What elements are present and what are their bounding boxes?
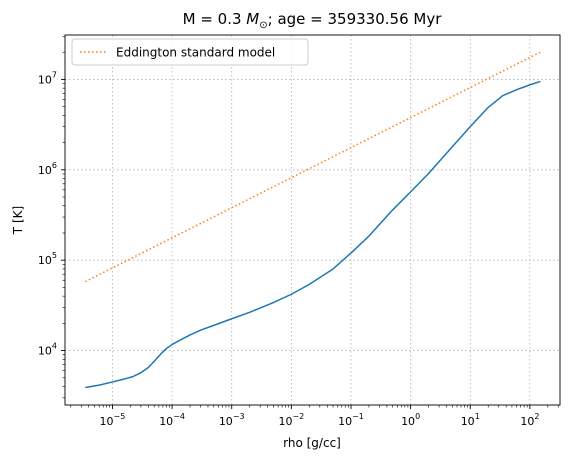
- x-tick-label: 100: [401, 412, 420, 428]
- eddington-standard-model-line: [84, 51, 541, 283]
- x-tick-label: 101: [461, 412, 480, 428]
- y-tick-label: 105: [38, 251, 57, 267]
- grid: [65, 35, 560, 405]
- legend-box: [71, 38, 309, 66]
- series-layer: [84, 51, 541, 389]
- legend-label-eddington: Eddington standard model: [116, 46, 275, 60]
- y-tick-label: 104: [38, 342, 57, 358]
- x-tick-label: 10−1: [338, 412, 364, 428]
- ticks: 10−5 10−4 10−3 10−2 10−1 100 101 102 104 105 106 10…: [38, 35, 559, 428]
- x-tick-label: 10−5: [100, 412, 126, 428]
- y-axis-label: T [K]: [11, 206, 25, 235]
- axes-frame: [64, 34, 561, 406]
- legend: Eddington standard model: [71, 38, 309, 66]
- temperature-density-profile-line: [85, 80, 541, 389]
- y-tick-label: 107: [38, 70, 57, 86]
- x-tick-label: 10−4: [159, 412, 185, 428]
- x-tick-label: 10−2: [278, 412, 304, 428]
- x-axis-label: rho [g/cc]: [283, 436, 341, 450]
- x-tick-label: 102: [520, 412, 539, 428]
- y-tick-label: 106: [38, 161, 57, 177]
- chart-title: M = 0.3 M⊙; age = 359330.56 Myr: [183, 10, 443, 31]
- x-tick-label: 10−3: [219, 412, 245, 428]
